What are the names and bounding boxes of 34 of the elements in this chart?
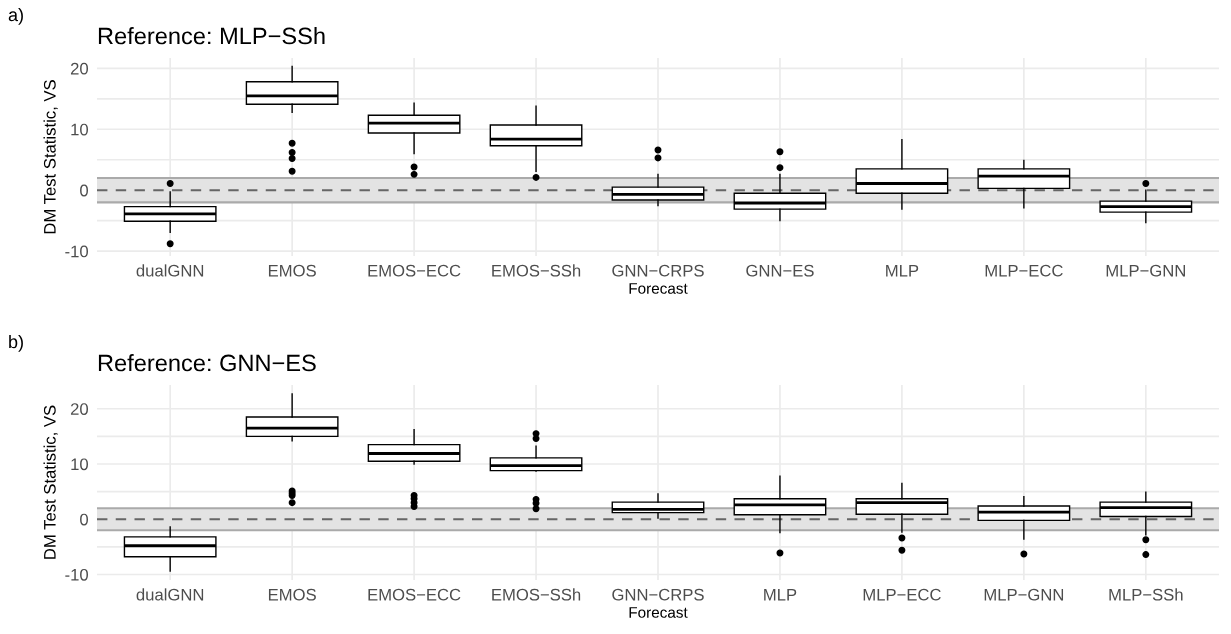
- y-tick-label: 0: [80, 184, 89, 197]
- y-tick-label: 10: [71, 123, 89, 136]
- chart-title: Reference: GNN−ES: [98, 354, 316, 372]
- text: a): [8, 8, 23, 25]
- x-tick-label: EMOS−ECC: [368, 588, 461, 601]
- x-axis-title: Forecast: [629, 283, 688, 294]
- y-tick-label: -10: [65, 568, 89, 581]
- x-tick-label: EMOS−SSh: [492, 264, 581, 277]
- x-tick-label: MLP−ECC: [985, 264, 1063, 277]
- chart-title: Reference: MLP−SSh: [98, 27, 325, 45]
- x-tick-label: MLP−ECC: [863, 588, 941, 601]
- y-tick-label: 20: [70, 62, 89, 75]
- y-tick-label: 10: [71, 458, 89, 471]
- x-tick-label: dualGNN: [136, 264, 204, 277]
- x-tick-label: GNN−ES: [746, 264, 814, 277]
- x-tick-label: dualGNN: [136, 588, 204, 601]
- x-tick-label: EMOS−SSh: [492, 588, 581, 601]
- y-tick-label: -10: [65, 245, 89, 258]
- x-axis-title: Forecast: [629, 607, 688, 618]
- x-tick-label: EMOS: [268, 264, 316, 277]
- x-tick-label: MLP−GNN: [1106, 264, 1185, 277]
- text: b): [9, 335, 23, 352]
- x-tick-label: GNN−CRPS: [612, 264, 704, 277]
- y-axis-title: DM Test Statistic, VS: [43, 80, 58, 234]
- x-tick-label: GNN−CRPS: [612, 588, 704, 601]
- x-tick-label: MLP−SSh: [1109, 588, 1183, 601]
- x-tick-label: EMOS−ECC: [368, 264, 461, 277]
- y-axis-title: DM Test Statistic, VS: [43, 405, 58, 559]
- x-tick-label: EMOS: [268, 588, 316, 601]
- y-tick-label: 0: [80, 513, 89, 526]
- y-tick-label: 20: [70, 403, 89, 415]
- x-tick-label: MLP: [886, 264, 919, 277]
- x-tick-label: MLP: [764, 588, 797, 601]
- x-tick-label: MLP−GNN: [984, 588, 1064, 601]
